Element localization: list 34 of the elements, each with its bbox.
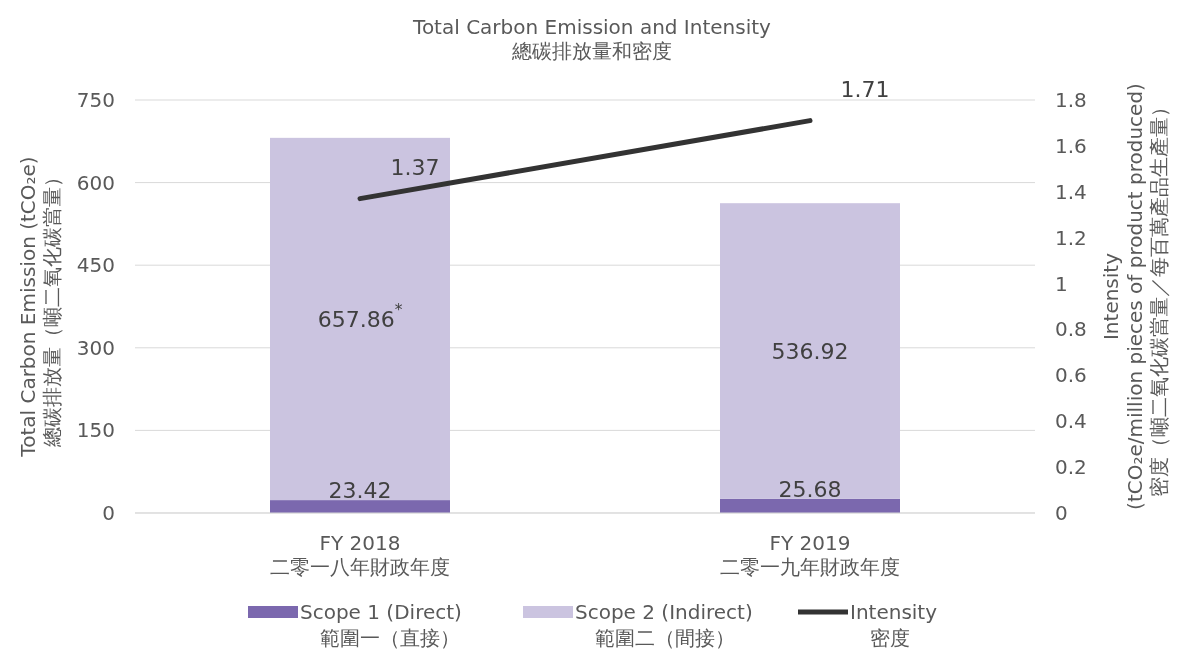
y2-tick-label: 1.4 xyxy=(1055,179,1087,204)
y2-tick-label: 1.6 xyxy=(1055,133,1087,158)
y2-tick-label: 0.2 xyxy=(1055,455,1087,480)
chart-title: Total Carbon Emission and Intensity 總碳排放量和密度 xyxy=(412,15,772,63)
y2-tick-label: 1.8 xyxy=(1055,88,1087,112)
y2-axis-title: Intensity (tCO₂e/million pieces of product produced) 密度（噸二氧化碳當量／每百萬產品生產量） xyxy=(1099,83,1171,510)
data-label: 1.37 xyxy=(390,154,440,180)
y-axis-title: Total Carbon Emission (tCO₂e) 總碳排放量（噸二氧化碳當量） xyxy=(16,156,64,458)
y-tick-label: 750 xyxy=(76,88,115,112)
legend-label: Scope 2 (Indirect) 範圍二（間接） xyxy=(575,600,753,650)
y2-tick-label: 0.6 xyxy=(1055,363,1087,388)
legend-label: Scope 1 (Direct) 範圍一（直接） xyxy=(300,600,462,650)
y2-tick-label: 0.4 xyxy=(1055,409,1087,434)
data-label: 23.42 xyxy=(328,477,392,503)
bar xyxy=(720,203,900,499)
y-tick-label: 300 xyxy=(76,335,115,360)
y2-tick-label: 1.2 xyxy=(1055,225,1087,250)
y2-tick-label: 0.8 xyxy=(1055,317,1087,342)
y2-tick-label: 0 xyxy=(1055,501,1068,525)
bar xyxy=(270,137,450,501)
data-label: 1.71 xyxy=(840,76,890,102)
x-tick-label: FY 2018 二零一八年財政年度 xyxy=(270,531,450,579)
y-tick-label: 0 xyxy=(102,501,115,525)
data-label: 657.86$^{*}$ xyxy=(317,300,403,332)
y-tick-label: 600 xyxy=(76,170,115,195)
y2-tick-label: 1 xyxy=(1055,271,1068,296)
y-tick-label: 450 xyxy=(76,253,115,278)
data-label: 25.68 xyxy=(778,476,842,502)
legend-label: Intensity 密度 xyxy=(850,600,938,650)
x-tick-label: FY 2019 二零一九年財政年度 xyxy=(720,531,900,579)
data-label: 536.92 xyxy=(771,338,849,364)
y-tick-label: 150 xyxy=(76,418,115,443)
bar xyxy=(270,500,450,513)
bar xyxy=(720,498,900,513)
